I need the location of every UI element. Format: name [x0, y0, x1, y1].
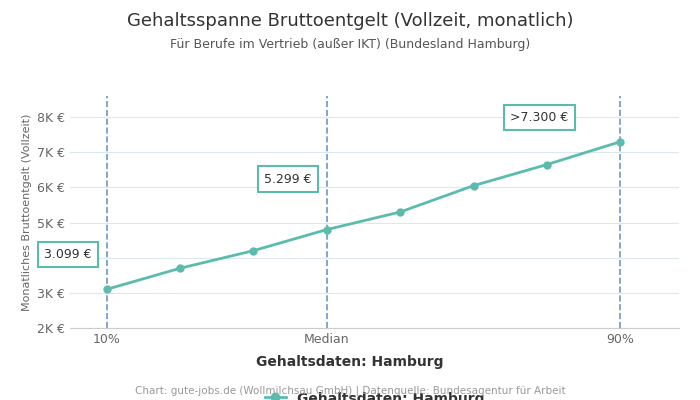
Legend: Gehaltsdaten: Hamburg: Gehaltsdaten: Hamburg — [259, 386, 490, 400]
Text: Chart: gute-jobs.de (Wollmilchsau GmbH) | Datenquelle: Bundesagentur für Arbeit: Chart: gute-jobs.de (Wollmilchsau GmbH) … — [134, 386, 566, 396]
Text: Gehaltsdaten: Hamburg: Gehaltsdaten: Hamburg — [256, 355, 444, 369]
Text: Für Berufe im Vertrieb (außer IKT) (Bundesland Hamburg): Für Berufe im Vertrieb (außer IKT) (Bund… — [170, 38, 530, 51]
Text: Gehaltsspanne Bruttoentgelt (Vollzeit, monatlich): Gehaltsspanne Bruttoentgelt (Vollzeit, m… — [127, 12, 573, 30]
Text: >7.300 €: >7.300 € — [510, 111, 568, 124]
Text: 5.299 €: 5.299 € — [265, 173, 312, 186]
Y-axis label: Monatliches Bruttoentgelt (Vollzeit): Monatliches Bruttoentgelt (Vollzeit) — [22, 113, 32, 311]
Text: 3.099 €: 3.099 € — [44, 248, 92, 261]
